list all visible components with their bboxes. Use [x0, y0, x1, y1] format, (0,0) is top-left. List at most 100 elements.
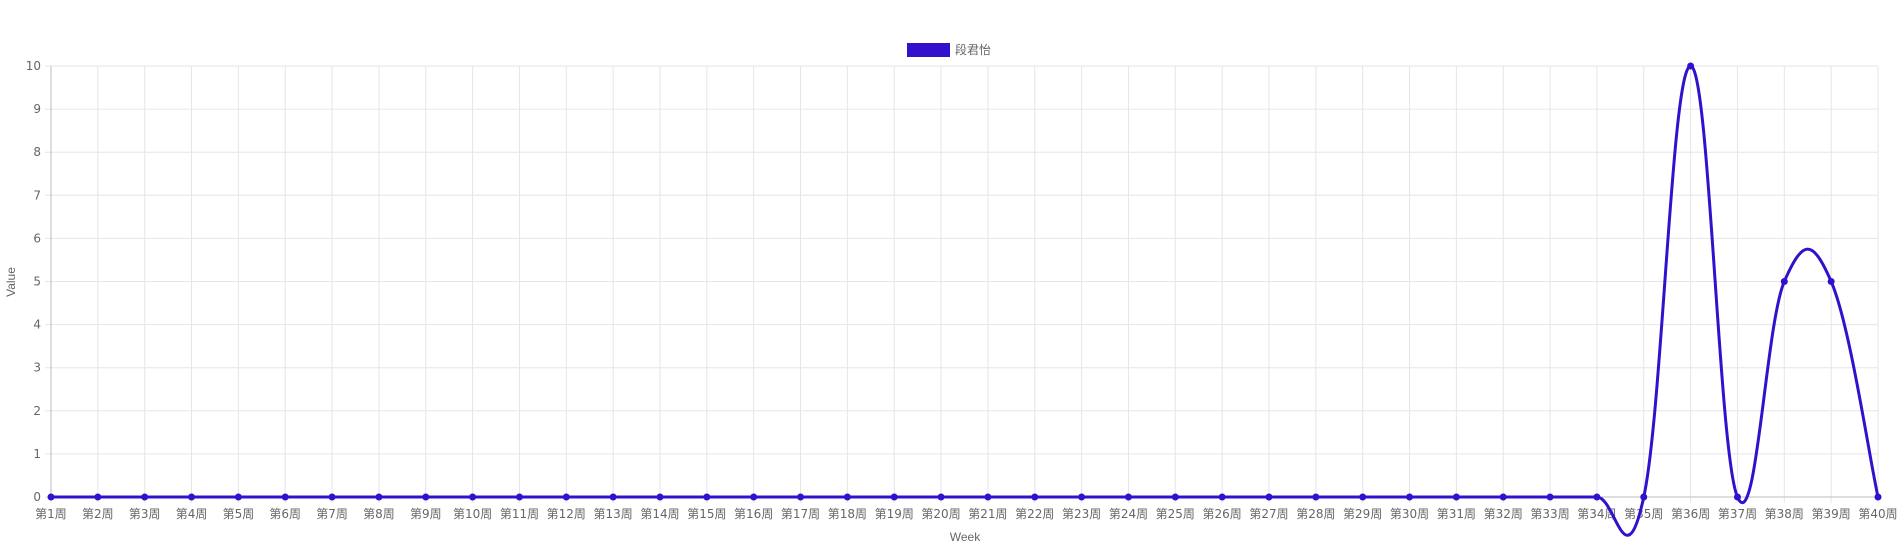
x-tick-label: 第24周: [1109, 507, 1148, 521]
data-point: [656, 493, 664, 501]
data-point: [1406, 493, 1414, 501]
data-point: [94, 493, 102, 501]
x-tick-label: 第10周: [453, 507, 492, 521]
data-point: [1733, 493, 1741, 501]
data-point: [281, 493, 289, 501]
x-tick-label: 第31周: [1437, 507, 1476, 521]
x-tick-label: 第30周: [1390, 507, 1429, 521]
data-point: [1078, 493, 1086, 501]
y-tick-label: 9: [33, 102, 41, 116]
x-tick-label: 第5周: [223, 507, 255, 521]
y-tick-label: 7: [33, 188, 41, 202]
data-point: [1359, 493, 1367, 501]
y-tick-label: 10: [26, 59, 41, 73]
x-tick-label: 第29周: [1343, 507, 1382, 521]
x-tick-label: 第15周: [687, 507, 726, 521]
x-tick-label: 第14周: [640, 507, 679, 521]
x-tick-label: 第21周: [968, 507, 1007, 521]
data-point: [1452, 493, 1460, 501]
x-tick-label: 第28周: [1296, 507, 1335, 521]
x-tick-label: 第18周: [828, 507, 867, 521]
x-tick-label: 第3周: [129, 507, 161, 521]
x-tick-label: 第1周: [35, 507, 67, 521]
x-tick-label: 第11周: [500, 507, 539, 521]
data-point: [1546, 493, 1554, 501]
y-tick-label: 3: [33, 361, 41, 375]
x-tick-label: 第6周: [269, 507, 301, 521]
data-point: [1874, 493, 1882, 501]
y-tick-label: 5: [33, 275, 41, 289]
x-tick-labels: 第1周 第2周 第3周 第4周 第5周 第6周 第7周 第8周 第9周 第10周 第11周 第12周第…: [35, 507, 1897, 521]
data-point: [703, 493, 711, 501]
data-point: [422, 493, 430, 501]
data-point: [1640, 493, 1648, 501]
data-point: [375, 493, 383, 501]
x-tick-label: 第25周: [1156, 507, 1195, 521]
x-tick-label: 第9周: [410, 507, 442, 521]
x-tick-label: 第37周: [1718, 507, 1757, 521]
legend-swatch[interactable]: [907, 43, 950, 57]
data-point: [1593, 493, 1601, 501]
series-lines: [51, 64, 1880, 537]
y-tick-label: 4: [33, 318, 41, 332]
data-point: [234, 493, 242, 501]
data-point: [843, 493, 851, 501]
legend[interactable]: 段君怡: [907, 42, 991, 57]
x-tick-label: 第36周: [1671, 507, 1710, 521]
series-line: [51, 64, 1880, 537]
data-point: [1031, 493, 1039, 501]
grid: [45, 65, 1879, 503]
data-point: [609, 493, 617, 501]
x-tick-label: 第35周: [1624, 507, 1663, 521]
y-tick-label: 2: [33, 404, 41, 418]
x-tick-label: 第12周: [547, 507, 586, 521]
data-point: [188, 493, 196, 501]
x-tick-label: 第32周: [1484, 507, 1523, 521]
x-tick-label: 第26周: [1203, 507, 1242, 521]
x-tick-label: 第13周: [594, 507, 633, 521]
y-axis-title: Value: [4, 267, 18, 297]
y-tick-label: 1: [33, 447, 41, 461]
data-point: [469, 493, 477, 501]
x-tick-label: 第39周: [1812, 507, 1851, 521]
y-tick-labels: 0 1 2 3 4 5 6 7 8 9 10: [26, 59, 41, 504]
data-point: [1687, 62, 1695, 70]
y-tick-label: 0: [33, 490, 41, 504]
data-point: [1124, 493, 1132, 501]
x-tick-label: 第38周: [1765, 507, 1804, 521]
data-point: [47, 493, 55, 501]
x-tick-label: 第23周: [1062, 507, 1101, 521]
x-tick-label: 第17周: [781, 507, 820, 521]
data-point: [797, 493, 805, 501]
x-tick-label: 第27周: [1249, 507, 1288, 521]
x-tick-label: 第19周: [875, 507, 914, 521]
x-tick-label: 第7周: [316, 507, 348, 521]
x-tick-label: 第20周: [921, 507, 960, 521]
x-tick-label: 第16周: [734, 507, 773, 521]
data-point: [328, 493, 336, 501]
data-point: [1827, 278, 1835, 285]
data-point: [141, 493, 149, 501]
data-point: [937, 493, 945, 501]
data-point: [1171, 493, 1179, 501]
x-tick-label: 第40周: [1858, 507, 1897, 521]
x-axis-title: Week: [950, 530, 981, 544]
x-tick-label: 第8周: [363, 507, 395, 521]
data-point: [1780, 278, 1788, 285]
data-point: [515, 493, 523, 501]
legend-label[interactable]: 段君怡: [955, 42, 991, 57]
x-tick-label: 第2周: [82, 507, 114, 521]
data-point: [890, 493, 898, 501]
data-point: [984, 493, 992, 501]
x-tick-label: 第33周: [1530, 507, 1569, 521]
data-point: [1265, 493, 1273, 501]
data-point: [562, 493, 570, 501]
x-tick-label: 第34周: [1577, 507, 1616, 521]
data-point: [1499, 493, 1507, 501]
data-point: [1312, 493, 1320, 501]
data-point: [750, 493, 758, 501]
data-points: [47, 62, 1882, 501]
x-tick-label: 第22周: [1015, 507, 1054, 521]
